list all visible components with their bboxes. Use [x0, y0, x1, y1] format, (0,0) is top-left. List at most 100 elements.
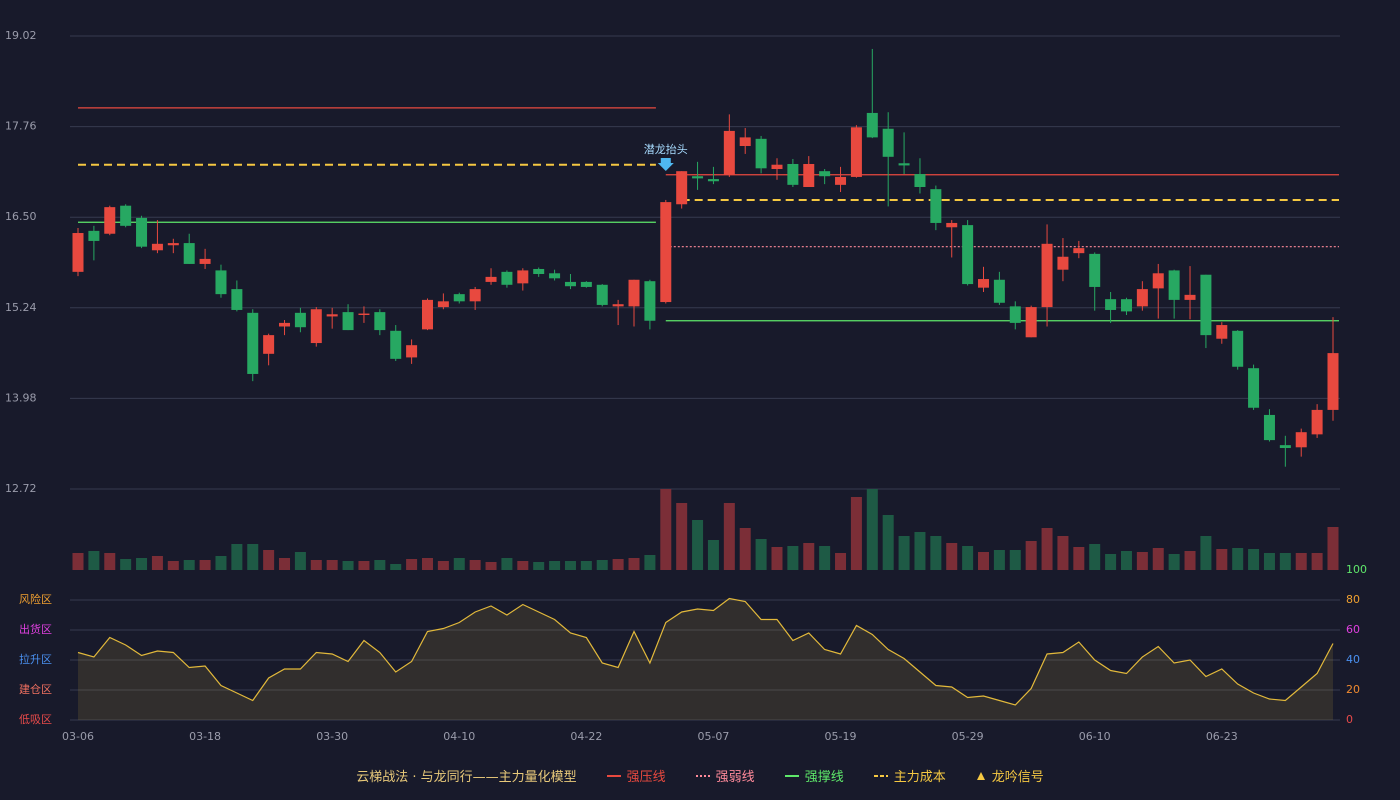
volume-bar	[1025, 541, 1037, 570]
candle-body	[962, 225, 974, 285]
volume-bar	[1009, 550, 1021, 570]
candle-body	[1327, 353, 1339, 410]
volume-bar	[803, 543, 815, 570]
volume-bar	[1311, 553, 1323, 570]
x-tick-label: 04-22	[570, 730, 602, 743]
volume-bar	[167, 561, 179, 570]
volume-bar	[962, 546, 974, 570]
volume-bar	[787, 546, 799, 570]
volume-bar	[294, 552, 306, 570]
volume-bar	[374, 560, 386, 570]
volume-bar	[850, 497, 862, 570]
legend: 云梯战法 · 与龙同行——主力量化模型 强压线 强弱线 强撑线 主力成本 龙吟信号	[0, 766, 1400, 785]
volume-bar	[421, 558, 433, 570]
candle-body	[707, 179, 719, 182]
volume-bar	[1200, 536, 1212, 570]
volume-bar	[1136, 552, 1148, 570]
volume-bar	[628, 558, 640, 570]
volume-bar	[739, 528, 751, 570]
x-tick-label: 05-29	[952, 730, 984, 743]
legend-item[interactable]: 强撑线	[784, 766, 844, 785]
volume-bar	[247, 544, 259, 570]
y-tick-label: 80	[1346, 593, 1360, 606]
candle-body	[1073, 248, 1085, 254]
volume-bar	[1168, 554, 1180, 570]
volume-bar	[914, 532, 926, 570]
volume-bar	[279, 558, 291, 570]
candle-body	[1057, 256, 1069, 270]
volume-bar	[1041, 528, 1053, 570]
legend-label: 主力成本	[893, 770, 946, 785]
oscillator-line	[77, 597, 1334, 706]
volume-bar	[136, 558, 148, 570]
x-tick-label: 05-19	[825, 730, 857, 743]
volume-bar	[342, 561, 354, 570]
volume-bar	[707, 540, 719, 570]
volume-bar	[993, 550, 1005, 570]
volume-bar	[549, 561, 561, 570]
legend-swatch	[606, 774, 621, 777]
volume-bar	[1295, 553, 1307, 570]
legend-swatch	[695, 774, 710, 777]
volume-bar	[533, 562, 545, 570]
candle-body	[850, 127, 862, 177]
candle-body	[723, 130, 735, 175]
candle-body	[1105, 299, 1117, 310]
candle-body	[167, 243, 179, 246]
candle-body	[1136, 289, 1148, 307]
volume-bar	[946, 543, 958, 570]
candle-body	[390, 330, 402, 359]
candle-body	[1263, 414, 1275, 441]
volume-bar	[644, 555, 656, 570]
volume-bar	[104, 553, 116, 570]
legend-item[interactable]: 强弱线	[695, 766, 755, 785]
candle-body	[437, 301, 449, 308]
candle-body	[1152, 273, 1164, 289]
volume-bar	[263, 550, 275, 570]
volume-bar	[723, 503, 735, 570]
candle-body	[660, 202, 672, 303]
legend-item[interactable]: 龙吟信号	[976, 766, 1044, 785]
candle-body	[739, 137, 751, 147]
candle-body	[151, 243, 163, 251]
candle-body	[231, 289, 243, 310]
candle-body	[580, 281, 592, 287]
zone-label: 低吸区	[19, 713, 52, 726]
candle-body	[787, 163, 799, 185]
candle-body	[247, 312, 259, 374]
volume-bar	[88, 551, 100, 570]
volume-bar	[1279, 553, 1291, 570]
candle-body	[803, 163, 815, 187]
volume-bar	[437, 561, 449, 570]
volume-bar	[612, 559, 624, 570]
volume-bar	[151, 556, 163, 570]
volume-bar	[660, 489, 672, 570]
candle-body	[835, 176, 847, 185]
candle-body	[1184, 294, 1196, 300]
candle-body	[406, 345, 418, 358]
candle-body	[517, 270, 529, 284]
zone-label: 风险区	[19, 592, 52, 606]
candle-body	[374, 312, 386, 331]
legend-item[interactable]: 主力成本	[873, 766, 946, 785]
volume-bar	[183, 560, 195, 570]
candle-body	[612, 304, 624, 307]
volume-bar	[215, 556, 227, 570]
volume-bar	[485, 562, 497, 570]
candle-body	[564, 281, 576, 287]
y-tick-label: 13.98	[5, 391, 37, 404]
candle-body	[1089, 253, 1101, 287]
legend-label: 强压线	[626, 770, 666, 785]
legend-label: 强撑线	[804, 770, 844, 785]
candle-body	[644, 281, 656, 321]
candle-body	[469, 289, 481, 302]
candle-body	[533, 268, 545, 275]
legend-item[interactable]: 强压线	[606, 766, 666, 785]
candle-body	[946, 222, 958, 228]
legend-label: 龙吟信号	[991, 770, 1044, 785]
candle-body	[88, 230, 100, 241]
candle-body	[120, 205, 132, 226]
volume-bar	[882, 515, 894, 570]
volume-bar	[1216, 549, 1228, 570]
